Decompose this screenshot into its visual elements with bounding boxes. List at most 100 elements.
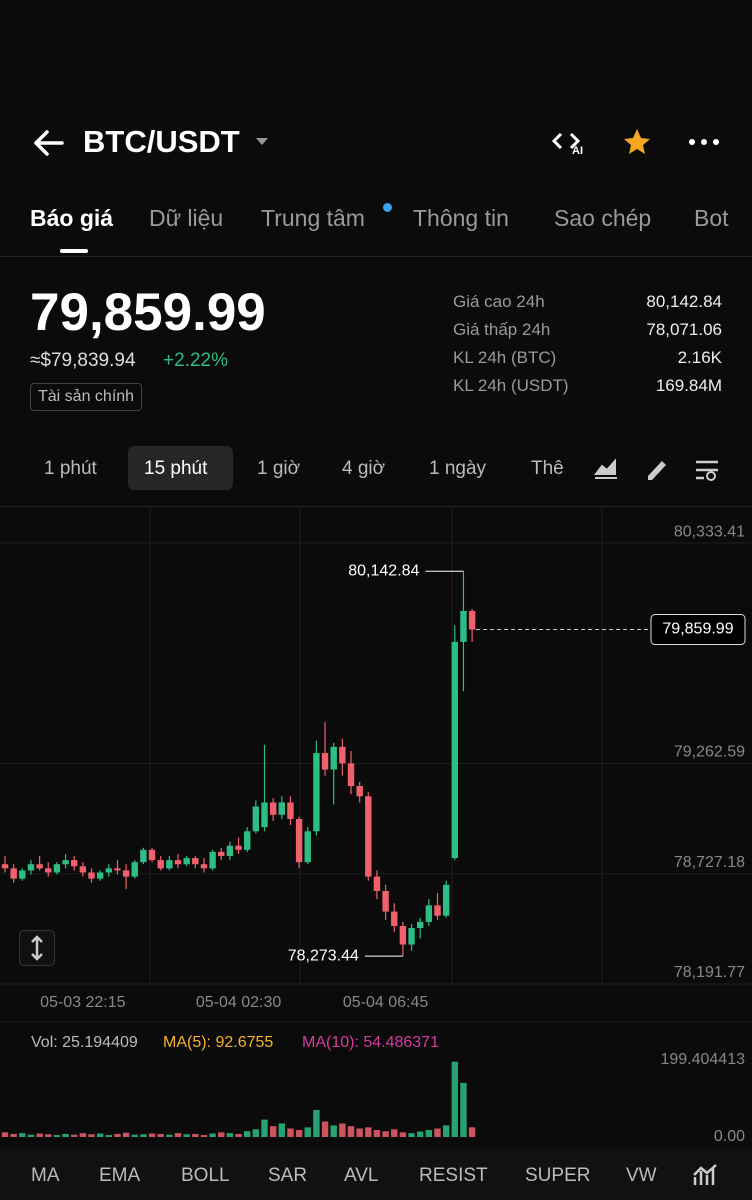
last-price-label: 79,859.99	[662, 621, 733, 638]
notification-dot	[383, 203, 392, 212]
chart-tools[interactable]	[592, 456, 722, 484]
candle-body	[399, 925, 407, 945]
volume-bar	[347, 1126, 355, 1137]
indicator[interactable]: VW	[626, 1165, 657, 1186]
x-tick-label: 05-04 02:30	[196, 994, 282, 1011]
interval[interactable]: 1 giờ	[257, 458, 301, 479]
indicator[interactable]: SUPER	[525, 1165, 591, 1186]
volume-bar	[365, 1127, 372, 1137]
volume-bar	[287, 1128, 294, 1137]
ai-icon[interactable]	[551, 128, 591, 158]
candle-body	[183, 858, 190, 865]
stat-value: 80,142.84	[646, 292, 722, 311]
tab[interactable]: Thông tin	[413, 205, 509, 231]
volume-bar	[183, 1134, 190, 1137]
y-tick-label: 0.00	[714, 1128, 745, 1145]
indicator[interactable]: MA	[31, 1165, 60, 1186]
interval[interactable]: 1 phút	[44, 458, 97, 479]
candle-body	[252, 806, 260, 832]
candle-body	[408, 928, 415, 945]
candle-body	[460, 610, 467, 642]
pair[interactable]: BTC/USDT	[83, 124, 240, 159]
candle-body	[287, 802, 294, 819]
tab[interactable]: Dữ liệu	[149, 205, 224, 231]
volume-bar	[96, 1133, 104, 1137]
indicator-settings[interactable]	[692, 1163, 718, 1187]
change: +2.22%	[163, 350, 228, 371]
indicator[interactable]: AVL	[344, 1165, 379, 1186]
candle-body	[442, 884, 450, 916]
volume-bar	[218, 1132, 225, 1137]
candle-body	[19, 870, 26, 879]
candle-body	[313, 753, 320, 832]
candle-body	[200, 864, 208, 869]
candle-body	[235, 845, 242, 850]
volume-bar	[45, 1134, 52, 1137]
volume-bar	[321, 1121, 329, 1137]
volume-bar	[330, 1125, 337, 1137]
candle-body	[62, 860, 69, 865]
volume-bar	[209, 1133, 216, 1137]
candle-body	[295, 818, 303, 863]
candle-body	[391, 911, 398, 926]
x-tick-label: 05-04 06:45	[343, 994, 429, 1011]
candle-body	[45, 868, 52, 873]
more-menu[interactable]	[688, 137, 720, 147]
candle-body	[140, 849, 147, 863]
interval[interactable]: 1 ngày	[429, 458, 487, 479]
volume-bar	[278, 1123, 285, 1137]
indicator[interactable]: SAR	[268, 1165, 308, 1186]
volume-bar	[88, 1134, 95, 1137]
interval[interactable]: 4 giờ	[342, 458, 386, 479]
candle-body	[1, 864, 9, 869]
interval[interactable]: Thê	[531, 458, 564, 479]
candle-body	[347, 763, 355, 786]
candle-body	[27, 864, 35, 871]
candle-body	[174, 860, 182, 865]
indicator[interactable]: EMA	[99, 1165, 141, 1186]
annotation-label: 80,142.84	[348, 563, 419, 580]
interval-selected-bg	[128, 446, 233, 490]
favorite-star[interactable]	[622, 128, 652, 156]
indicator[interactable]: BOLL	[181, 1165, 230, 1186]
stat-value: 78,071.06	[646, 320, 722, 339]
candle-body	[339, 746, 346, 764]
candle-body	[356, 785, 363, 797]
tab[interactable]: Bot	[694, 205, 729, 231]
stat-value: 2.16K	[677, 348, 722, 367]
volume-bar	[261, 1119, 268, 1137]
candle-body	[53, 864, 61, 873]
ai-label: AI	[572, 145, 583, 157]
indicator[interactable]: RESIST	[419, 1165, 488, 1186]
volume-bar	[460, 1082, 467, 1137]
candle-body	[278, 802, 285, 815]
caret[interactable]	[255, 137, 269, 147]
back-button[interactable]	[30, 128, 66, 158]
y-tick-label: 78,727.18	[674, 854, 745, 871]
candle-body	[114, 868, 121, 871]
x-tick-label: 05-03 22:15	[40, 994, 126, 1011]
tab[interactable]: Trung tâm	[261, 205, 365, 231]
candle-body	[261, 802, 268, 828]
tab[interactable]: Sao chép	[554, 205, 652, 231]
candle-body	[105, 868, 112, 873]
volume-bar	[200, 1135, 208, 1137]
stat-label: KL 24h (USDT)	[453, 376, 569, 395]
tab-underline	[60, 249, 88, 253]
interval[interactable]: 15 phút	[144, 458, 208, 479]
candle-body	[434, 905, 441, 916]
usd-price: ≈$79,839.94	[30, 350, 136, 371]
volume-bar	[174, 1133, 182, 1137]
scale-toggle[interactable]	[19, 930, 55, 966]
volume-bar	[399, 1132, 407, 1137]
volume-bar	[1, 1132, 9, 1137]
candle-body	[226, 845, 234, 856]
y-tick-label: 79,262.59	[674, 744, 745, 761]
legend-entry: MA(5): 92.6755	[163, 1034, 273, 1051]
stat-value: 169.84M	[655, 376, 722, 395]
legend-entry: MA(10): 54.486371	[302, 1034, 439, 1051]
candle-body	[468, 610, 476, 630]
stat-label: Giá cao 24h	[453, 292, 545, 311]
candle-body	[321, 753, 329, 770]
tab[interactable]: Báo giá	[30, 205, 114, 231]
